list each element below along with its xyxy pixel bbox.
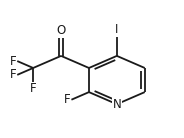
Text: F: F — [30, 83, 36, 95]
Text: I: I — [115, 23, 118, 36]
Text: F: F — [10, 68, 16, 81]
Text: N: N — [112, 98, 121, 111]
Text: O: O — [56, 24, 66, 37]
Text: F: F — [64, 93, 70, 106]
Text: F: F — [10, 55, 16, 68]
